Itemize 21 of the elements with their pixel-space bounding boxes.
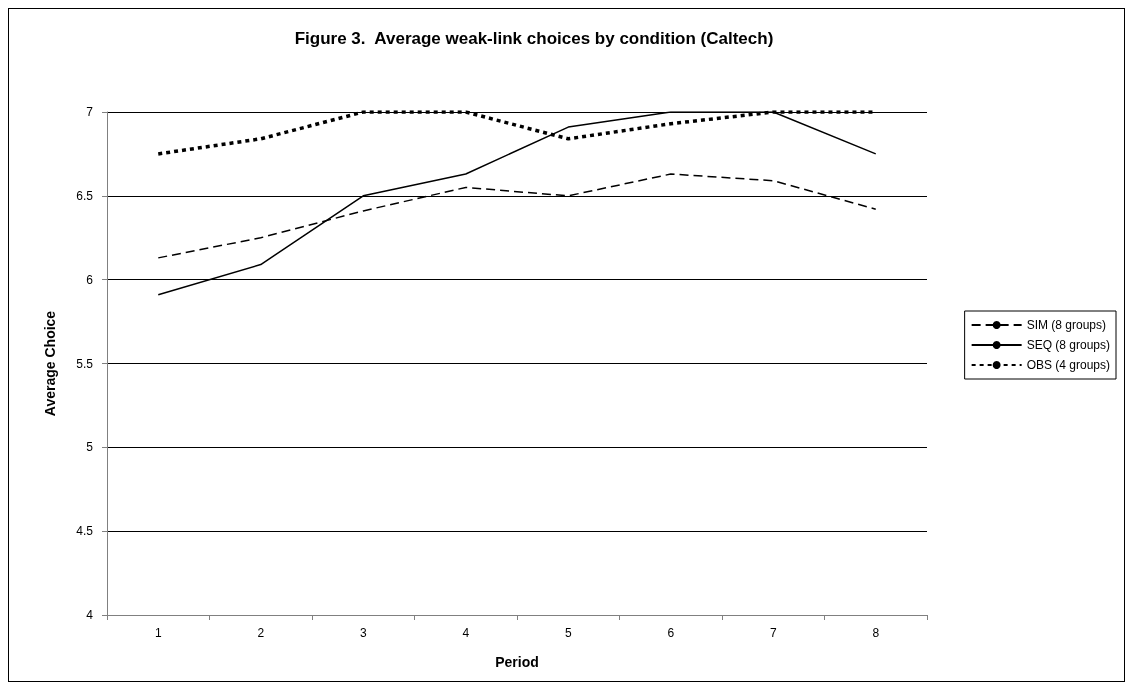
x-tick-label: 8 bbox=[872, 626, 880, 640]
y-tick-label: 5 bbox=[86, 440, 94, 455]
chart-title: Figure 3. Average weak-link choices by condition (Caltech) bbox=[294, 29, 774, 48]
legend-label: SEQ (8 groups) bbox=[1026, 338, 1111, 352]
x-tick-label: 6 bbox=[667, 626, 675, 640]
x-axis-title: Period bbox=[495, 654, 539, 670]
y-tick-label: 6.5 bbox=[76, 188, 94, 203]
x-tick-label: 4 bbox=[462, 626, 470, 640]
y-tick-label: 7 bbox=[86, 105, 94, 119]
legend-label: OBS (4 groups) bbox=[1026, 358, 1111, 372]
y-tick-label: 5.5 bbox=[76, 356, 94, 371]
y-axis-title: Average Choice bbox=[42, 310, 58, 417]
legend-label: SIM (8 groups) bbox=[1026, 318, 1106, 332]
y-tick-label: 4 bbox=[86, 608, 94, 622]
x-tick-label: 3 bbox=[359, 626, 367, 640]
y-tick-label: 6 bbox=[86, 272, 94, 287]
y-tick-label: 4.5 bbox=[76, 524, 94, 539]
x-tick-label: 5 bbox=[564, 626, 572, 640]
x-tick-label: 1 bbox=[154, 626, 162, 640]
x-tick-label: 2 bbox=[257, 626, 265, 640]
x-tick-label: 7 bbox=[769, 626, 777, 640]
